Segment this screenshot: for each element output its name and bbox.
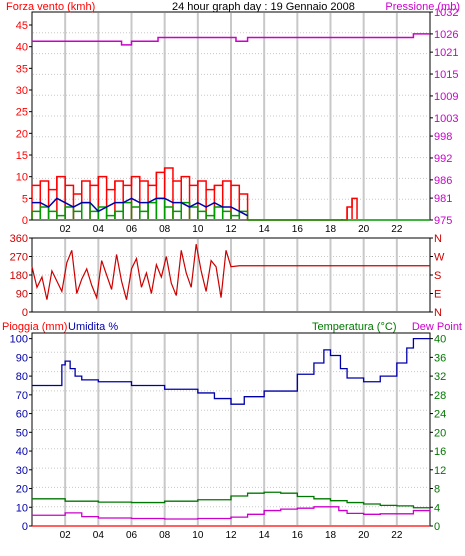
y-tick-label-left: 80 xyxy=(16,371,28,383)
y-tick-label-right: 1021 xyxy=(434,47,458,59)
y-tick-label-right: N xyxy=(434,307,442,319)
y-tick-label-right: 4 xyxy=(434,502,440,514)
y-tick-label-right: 998 xyxy=(434,131,452,143)
y-tick-label-left: 20 xyxy=(16,484,28,496)
y-tick-label-left: 35 xyxy=(16,63,28,75)
pressure-axis-label: Pressione (mb) xyxy=(385,1,460,13)
x-tick-label: 16 xyxy=(292,224,304,235)
y-tick-label-right: 1032 xyxy=(434,7,458,19)
x-tick-label: 18 xyxy=(325,530,337,541)
x-tick-label: 22 xyxy=(391,530,403,541)
y-tick-label-right: 1026 xyxy=(434,29,458,41)
y-tick-label-right: 986 xyxy=(434,175,452,187)
y-tick-label-right: 20 xyxy=(434,427,446,439)
x-tick-label: 02 xyxy=(60,224,72,235)
y-tick-label-right: 8 xyxy=(434,484,440,496)
y-tick-label-right: 1015 xyxy=(434,69,458,81)
x-tick-label: 12 xyxy=(225,530,237,541)
x-tick-label: 06 xyxy=(126,224,138,235)
y-tick-label-left: 0 xyxy=(22,215,28,227)
y-tick-label-left: 25 xyxy=(16,107,28,119)
y-tick-label-left: 0 xyxy=(22,521,28,533)
y-tick-label-left: 20 xyxy=(16,128,28,140)
y-tick-label-right: 1009 xyxy=(434,91,458,103)
y-tick-label-left: 30 xyxy=(16,85,28,97)
x-tick-label: 06 xyxy=(126,530,138,541)
y-tick-label-right: 992 xyxy=(434,153,452,165)
pressure-series xyxy=(32,33,430,46)
y-tick-label-left: 5 xyxy=(22,193,28,205)
y-tick-label-left: 45 xyxy=(16,20,28,32)
x-tick-label: 10 xyxy=(192,530,204,541)
y-tick-label-right: 36 xyxy=(434,352,446,364)
dew-point-series xyxy=(32,506,431,520)
y-tick-label-left: 100 xyxy=(10,334,28,346)
y-tick-label-right: 16 xyxy=(434,446,446,458)
y-tick-label-right: S xyxy=(434,270,441,282)
temperature-axis-label: Temperatura (°C) xyxy=(312,321,396,333)
x-tick-label: 22 xyxy=(391,224,403,235)
y-tick-label-left: 180 xyxy=(10,270,28,282)
x-tick-label: 10 xyxy=(192,224,204,235)
y-tick-label-right: N xyxy=(434,233,442,245)
y-tick-label-left: 60 xyxy=(16,409,28,421)
dew-point-axis-label: Dew Point xyxy=(412,321,462,333)
x-tick-label: 02 xyxy=(60,530,72,541)
y-tick-label-right: 40 xyxy=(434,334,446,346)
x-tick-label: 16 xyxy=(292,530,304,541)
x-tick-label: 12 xyxy=(225,224,237,235)
temperature-series xyxy=(32,491,431,509)
y-tick-label-right: 975 xyxy=(434,215,452,227)
y-tick-label-left: 40 xyxy=(16,446,28,458)
humidity-axis-label: Umidita % xyxy=(68,321,118,333)
humidity-series xyxy=(32,337,430,405)
y-tick-label-right: W xyxy=(434,252,445,264)
x-tick-label: 20 xyxy=(358,224,370,235)
y-tick-label-right: 1003 xyxy=(434,113,458,125)
x-tick-label: 20 xyxy=(358,530,370,541)
y-tick-label-left: 270 xyxy=(10,252,28,264)
x-tick-label: 08 xyxy=(159,530,171,541)
y-tick-label-left: 30 xyxy=(16,465,28,477)
y-tick-label-right: 32 xyxy=(434,371,446,383)
x-tick-label: 14 xyxy=(259,224,271,235)
y-tick-label-left: 50 xyxy=(16,427,28,439)
y-tick-label-left: 15 xyxy=(16,150,28,162)
y-tick-label-left: 10 xyxy=(16,172,28,184)
y-tick-label-right: 981 xyxy=(434,193,452,205)
x-tick-label: 04 xyxy=(93,224,105,235)
wind-average-series xyxy=(32,197,248,217)
x-tick-label: 18 xyxy=(325,224,337,235)
y-tick-label-left: 0 xyxy=(22,307,28,319)
y-tick-label-right: E xyxy=(434,289,441,301)
x-tick-label: 14 xyxy=(259,530,271,541)
y-tick-label-left: 360 xyxy=(10,233,28,245)
y-tick-label-right: 0 xyxy=(434,521,440,533)
y-tick-label-left: 70 xyxy=(16,390,28,402)
x-tick-label: 04 xyxy=(93,530,105,541)
wind-speed-axis-label: Forza vento (kmh) xyxy=(6,1,95,13)
y-tick-label-right: 28 xyxy=(434,390,446,402)
y-tick-label-right: 24 xyxy=(434,409,446,421)
x-tick-label: 08 xyxy=(159,224,171,235)
y-tick-label-left: 10 xyxy=(16,502,28,514)
y-tick-label-right: 12 xyxy=(434,465,446,477)
y-tick-label-left: 90 xyxy=(16,352,28,364)
chart-title: 24 hour graph day : 19 Gennaio 2008 xyxy=(172,1,355,13)
wind-direction-series xyxy=(31,244,430,300)
y-tick-label-left: 90 xyxy=(16,289,28,301)
rain-axis-label: Pioggia (mm) xyxy=(2,321,67,333)
y-tick-label-left: 40 xyxy=(16,42,28,54)
